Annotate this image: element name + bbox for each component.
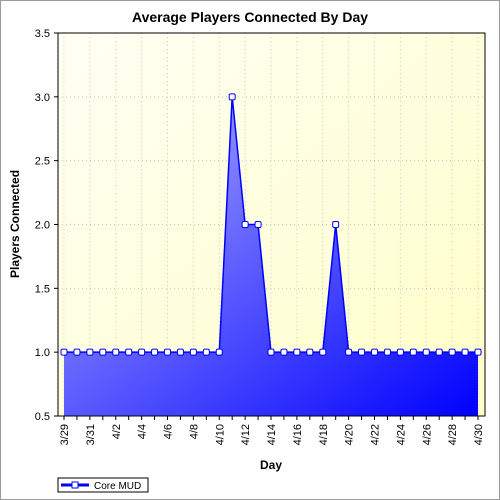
x-tick-label: 4/22 [370,424,382,445]
y-tick-label: 2.0 [35,220,50,232]
data-point-4-16 [293,348,301,356]
y-axis-title: Players Connected [8,170,22,278]
data-point-4-13 [254,221,262,228]
x-tick-label: 4/26 [421,424,433,445]
x-tick-label: 4/18 [318,424,330,445]
y-tick-label: 1.5 [35,283,50,295]
data-point-3-30 [73,348,81,356]
legend-marker-swatch [71,481,79,489]
data-point-4-24 [396,348,404,356]
data-point-4-8 [189,348,197,356]
chart-title: Average Players Connected By Day [132,9,368,25]
data-point-4-17 [306,348,314,356]
series-markers [60,93,482,356]
data-point-4-11 [228,93,236,101]
x-tick-label: 4/10 [214,424,226,445]
data-point-4-21 [358,348,366,356]
data-point-4-15 [280,348,288,356]
y-tick-label: 2.5 [35,156,50,168]
x-tick-label: 4/14 [266,424,278,445]
y-tick-label: 3.5 [35,28,50,40]
data-point-4-26 [422,348,430,356]
legend-box [57,477,149,493]
data-point-4-28 [448,348,456,356]
data-point-4-19 [332,221,340,228]
x-tick-label: 4/20 [344,424,356,445]
x-tick-label: 4/16 [292,424,304,445]
data-point-4-25 [409,348,417,356]
data-point-4-18 [319,348,327,356]
x-tick-label: 4/28 [447,424,459,445]
x-tick-label: 4/30 [473,424,485,445]
x-tick-label: 3/31 [85,424,97,445]
data-point-3-31 [86,348,94,356]
data-point-4-29 [461,348,469,356]
data-point-4-23 [383,348,391,356]
data-point-4-3 [125,348,133,356]
data-point-3-29 [60,348,68,356]
x-axis: 3/29 3/31 4/2 4/4 4/6 4/8 4/10 4/12 4/14 4/16 4/18… [59,416,485,445]
data-point-4-9 [202,348,210,356]
x-tick-label: 3/29 [59,424,71,445]
data-point-4-30 [474,348,482,356]
x-tick-label: 4/6 [163,424,175,439]
y-axis: 0.5 1.0 1.5 2.0 2.5 3.0 3.5 [35,28,58,423]
x-tick-label: 4/24 [395,424,407,445]
legend[interactable]: Core MUD [57,477,149,493]
x-tick-label: 4/12 [240,424,252,445]
x-tick-label: 4/4 [137,424,149,439]
y-tick-label: 1.0 [35,347,50,359]
data-point-4-6 [164,348,171,356]
data-point-4-5 [151,348,159,356]
legend-label-core-mud: Core MUD [94,481,141,492]
data-point-4-14 [267,348,275,356]
y-tick-label: 0.5 [35,411,50,423]
data-point-4-27 [435,348,443,356]
data-point-4-20 [345,348,353,356]
x-tick-label: 4/8 [188,424,200,439]
data-point-4-22 [371,348,378,356]
data-point-4-2 [112,348,120,356]
data-point-4-4 [138,348,146,356]
y-tick-label: 3.0 [35,92,50,104]
x-axis-title: Day [260,458,282,472]
data-point-4-7 [176,348,184,356]
data-point-4-1 [99,348,107,356]
data-point-4-10 [215,348,223,356]
data-point-4-12 [241,221,249,228]
x-tick-label: 4/2 [111,424,123,439]
